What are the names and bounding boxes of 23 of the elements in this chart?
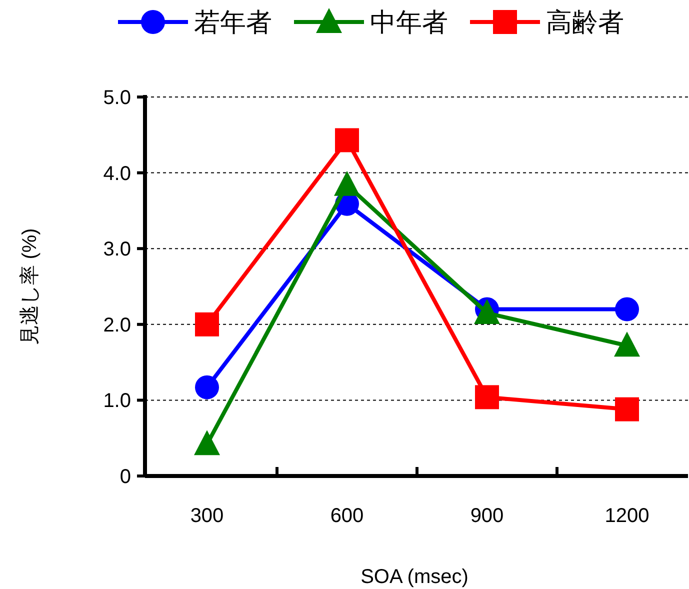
- point: [615, 397, 639, 422]
- legend-label: 若年者: [194, 7, 272, 37]
- point: [615, 297, 639, 322]
- y-axis-title: 見逃し率 (%): [19, 228, 41, 345]
- x-tick-label: 900: [470, 505, 504, 527]
- y-tick-label: 0: [120, 466, 131, 488]
- y-tick-label: 1.0: [103, 390, 131, 412]
- x-axis-title: SOA (msec): [360, 566, 468, 588]
- y-tick-label: 3.0: [103, 238, 131, 261]
- x-tick-label: 1200: [604, 505, 650, 527]
- x-tick-label: 600: [330, 505, 364, 527]
- point: [195, 375, 219, 400]
- point: [195, 312, 219, 336]
- y-tick-label: 5.0: [103, 87, 131, 109]
- legend-label: 高齢者: [546, 7, 624, 37]
- y-tick-label: 4.0: [103, 162, 131, 185]
- legend-label: 中年者: [370, 7, 448, 37]
- y-tick-label: 2.0: [103, 314, 131, 336]
- point: [475, 385, 499, 410]
- point: [194, 430, 220, 456]
- point: [614, 332, 640, 357]
- point: [335, 128, 359, 152]
- x-tick-label: 300: [190, 505, 224, 527]
